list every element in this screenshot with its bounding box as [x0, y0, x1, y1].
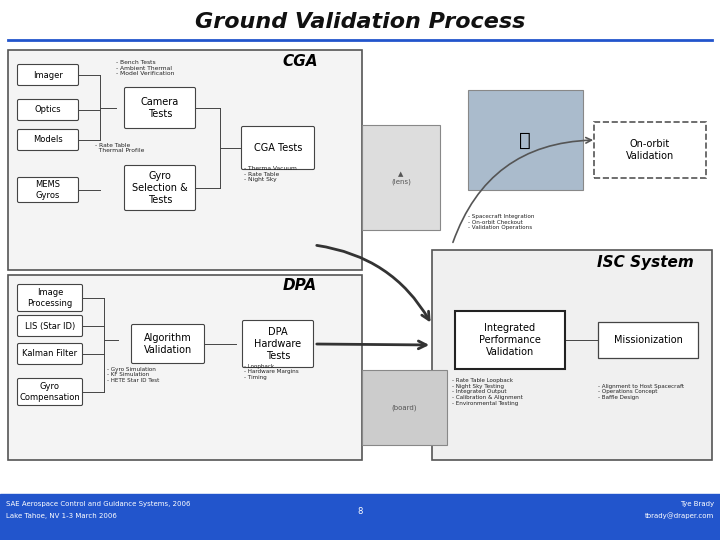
Text: DPA
Hardware
Tests: DPA Hardware Tests — [254, 327, 302, 361]
Text: - Spacecraft Integration
- On-orbit Checkout
- Validation Operations: - Spacecraft Integration - On-orbit Chec… — [468, 214, 534, 230]
FancyBboxPatch shape — [17, 130, 78, 151]
Bar — [8, 50, 362, 270]
Text: ISC System: ISC System — [597, 254, 693, 269]
Text: Integrated
Performance
Validation: Integrated Performance Validation — [479, 323, 541, 356]
FancyBboxPatch shape — [17, 343, 83, 364]
Text: DPA: DPA — [283, 279, 317, 294]
Text: Lake Tahoe, NV 1-3 March 2006: Lake Tahoe, NV 1-3 March 2006 — [6, 513, 117, 519]
Bar — [362, 370, 447, 445]
FancyBboxPatch shape — [594, 122, 706, 178]
FancyBboxPatch shape — [125, 165, 196, 211]
Text: ▲
(lens): ▲ (lens) — [391, 171, 411, 185]
Text: CGA: CGA — [282, 55, 318, 70]
Text: On-orbit
Validation: On-orbit Validation — [626, 139, 674, 161]
Text: - Gyro Simulation
- KF Simulation
- HETE Star ID Test: - Gyro Simulation - KF Simulation - HETE… — [107, 367, 159, 383]
FancyBboxPatch shape — [243, 321, 313, 368]
Bar — [362, 125, 440, 230]
Text: Imager: Imager — [33, 71, 63, 79]
Text: - Therma Vacuum
- Rate Table
- Night Sky: - Therma Vacuum - Rate Table - Night Sky — [244, 166, 297, 183]
Text: Ground Validation Process: Ground Validation Process — [195, 12, 525, 32]
Bar — [455, 311, 565, 369]
Text: (board): (board) — [391, 405, 417, 411]
Bar — [598, 322, 698, 358]
FancyBboxPatch shape — [17, 285, 83, 312]
Text: LIS (Star ID): LIS (Star ID) — [25, 321, 75, 330]
Text: - Rate Table Loopback
- Night Sky Testing
- Integrated Output
- Calibration & Al: - Rate Table Loopback - Night Sky Testin… — [452, 378, 523, 406]
Text: Missionization: Missionization — [613, 335, 683, 345]
Text: tbrady@draper.com: tbrady@draper.com — [644, 512, 714, 519]
Text: Algorithm
Validation: Algorithm Validation — [144, 333, 192, 355]
Text: Tye Brady: Tye Brady — [680, 501, 714, 507]
Bar — [8, 275, 362, 460]
Text: Gyro
Compensation: Gyro Compensation — [19, 382, 81, 402]
FancyBboxPatch shape — [17, 178, 78, 202]
FancyBboxPatch shape — [17, 64, 78, 85]
FancyBboxPatch shape — [17, 315, 83, 336]
Text: - Rate Table
  Thermal Profile: - Rate Table Thermal Profile — [95, 143, 145, 153]
FancyBboxPatch shape — [132, 325, 204, 363]
Bar — [468, 90, 583, 190]
Text: 8: 8 — [357, 508, 363, 516]
FancyBboxPatch shape — [17, 99, 78, 120]
Text: MEMS
Gyros: MEMS Gyros — [35, 180, 60, 200]
Text: Image
Processing: Image Processing — [27, 288, 73, 308]
Text: Optics: Optics — [35, 105, 61, 114]
Text: - Alignment to Host Spacecraft
- Operations Concept
- Baffle Design: - Alignment to Host Spacecraft - Operati… — [598, 384, 684, 400]
FancyBboxPatch shape — [17, 379, 83, 406]
Text: Kalman Filter: Kalman Filter — [22, 349, 78, 359]
Text: - Bench Tests
- Ambient Thermal
- Model Verification: - Bench Tests - Ambient Thermal - Model … — [116, 60, 174, 76]
FancyBboxPatch shape — [241, 126, 315, 170]
Bar — [0, 494, 720, 540]
Text: Models: Models — [33, 136, 63, 145]
Text: 🛰: 🛰 — [519, 131, 531, 150]
Text: - Loopback
- Hardware Margins
- Timing: - Loopback - Hardware Margins - Timing — [244, 364, 299, 380]
FancyBboxPatch shape — [125, 87, 196, 129]
Text: Camera
Tests: Camera Tests — [141, 97, 179, 119]
Text: CGA Tests: CGA Tests — [254, 143, 302, 153]
Text: Gyro
Selection &
Tests: Gyro Selection & Tests — [132, 171, 188, 205]
Bar — [432, 250, 712, 460]
Text: SAE Aerospace Control and Guidance Systems, 2006: SAE Aerospace Control and Guidance Syste… — [6, 501, 191, 507]
